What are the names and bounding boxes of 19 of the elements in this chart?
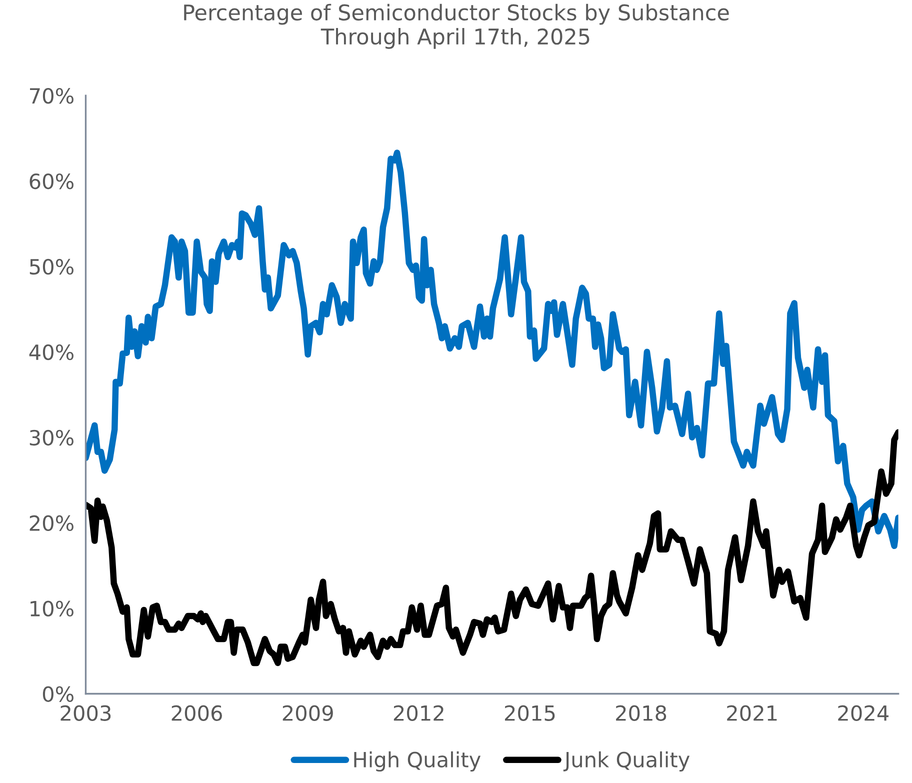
x-tick-label: 2006 (172, 705, 222, 721)
y-tick-label: 60% (30, 173, 74, 190)
legend-label: High Quality (354, 751, 481, 772)
x-tick-label: 2021 (727, 705, 777, 721)
y-tick-label: 40% (29, 344, 74, 360)
x-tick-label: 2009 (282, 705, 333, 721)
chart-title: Percentage of Semiconductor Stocks by Substance Through April 17th, 2025 (184, 4, 729, 49)
y-tick-label: 20% (30, 515, 74, 532)
legend-label: Junk Quality (563, 751, 690, 772)
x-tick-label: 2018 (616, 705, 666, 721)
x-tick-label: 2024 (838, 705, 888, 721)
x-tick-label: 2015 (504, 705, 555, 721)
y-tick-label: 30% (30, 430, 74, 446)
y-tick-label: 10% (30, 600, 74, 616)
y-tick-label: 70% (30, 88, 74, 104)
y-tick-label: 50% (30, 258, 74, 275)
y-tick-label: 0% (42, 686, 74, 702)
x-tick-label: 2003 (60, 705, 111, 721)
x-tick-label: 2012 (394, 705, 444, 721)
